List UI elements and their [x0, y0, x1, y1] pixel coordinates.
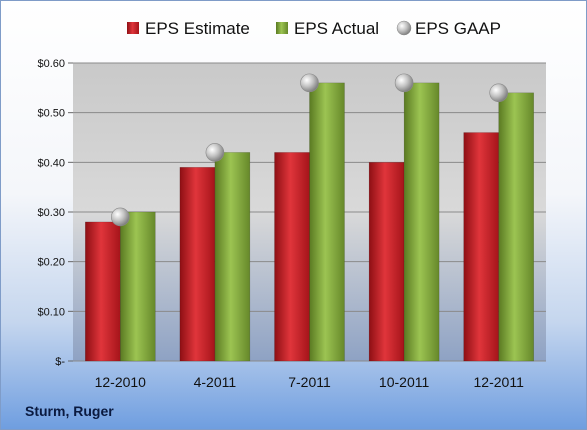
company-label: Sturm, Ruger: [25, 403, 114, 419]
eps-estimate-bar: [179, 167, 216, 362]
eps-actual-bar: [120, 211, 156, 362]
bars: [85, 82, 534, 362]
eps-estimate-bar: [274, 152, 310, 362]
gaap-markers: [111, 73, 509, 227]
legend: EPS Estimate EPS Actual EPS GAAP: [127, 19, 501, 38]
legend-swatch: [276, 22, 288, 34]
eps-gaap-marker: [205, 143, 225, 162]
y-tick-label: $0.30: [37, 207, 65, 219]
y-tick-label: $-: [55, 356, 65, 368]
x-category-label: 7-2011: [288, 374, 331, 390]
legend-label: EPS Estimate: [145, 19, 250, 38]
y-tick-label: $0.20: [37, 257, 65, 269]
legend-swatch: [127, 22, 139, 34]
eps-estimate-bar: [85, 221, 121, 362]
eps-gaap-marker: [300, 73, 319, 93]
eps-actual-bar: [214, 152, 251, 362]
x-category-label: 12-2010: [95, 374, 147, 390]
eps-actual-bar: [498, 92, 534, 362]
eps-gaap-marker: [111, 207, 130, 227]
y-tick-label: $0.40: [37, 157, 65, 169]
eps-gaap-marker: [394, 73, 414, 93]
x-category-label: 12-2011: [474, 374, 525, 390]
x-category-label: 10-2011: [379, 374, 430, 390]
eps-estimate-bar: [368, 162, 405, 362]
x-axis-ticks: 12-2010 4-2011 7-2011 10-2011 12-2011: [95, 374, 524, 390]
y-tick-label: $0.10: [37, 306, 65, 318]
eps-estimate-bar: [463, 132, 499, 362]
y-axis-ticks: $- $0.10 $0.20 $0.30 $0.40 $0.50 $0.60: [37, 58, 73, 368]
y-tick-label: $0.50: [37, 108, 65, 120]
eps-gaap-marker: [489, 83, 509, 103]
eps-actual-bar: [309, 82, 345, 362]
y-tick-label: $0.60: [37, 58, 65, 70]
legend-swatch: [396, 20, 412, 36]
eps-actual-bar: [403, 82, 440, 362]
x-category-label: 4-2011: [194, 374, 237, 390]
legend-label: EPS GAAP: [415, 19, 501, 38]
legend-label: EPS Actual: [294, 19, 379, 38]
